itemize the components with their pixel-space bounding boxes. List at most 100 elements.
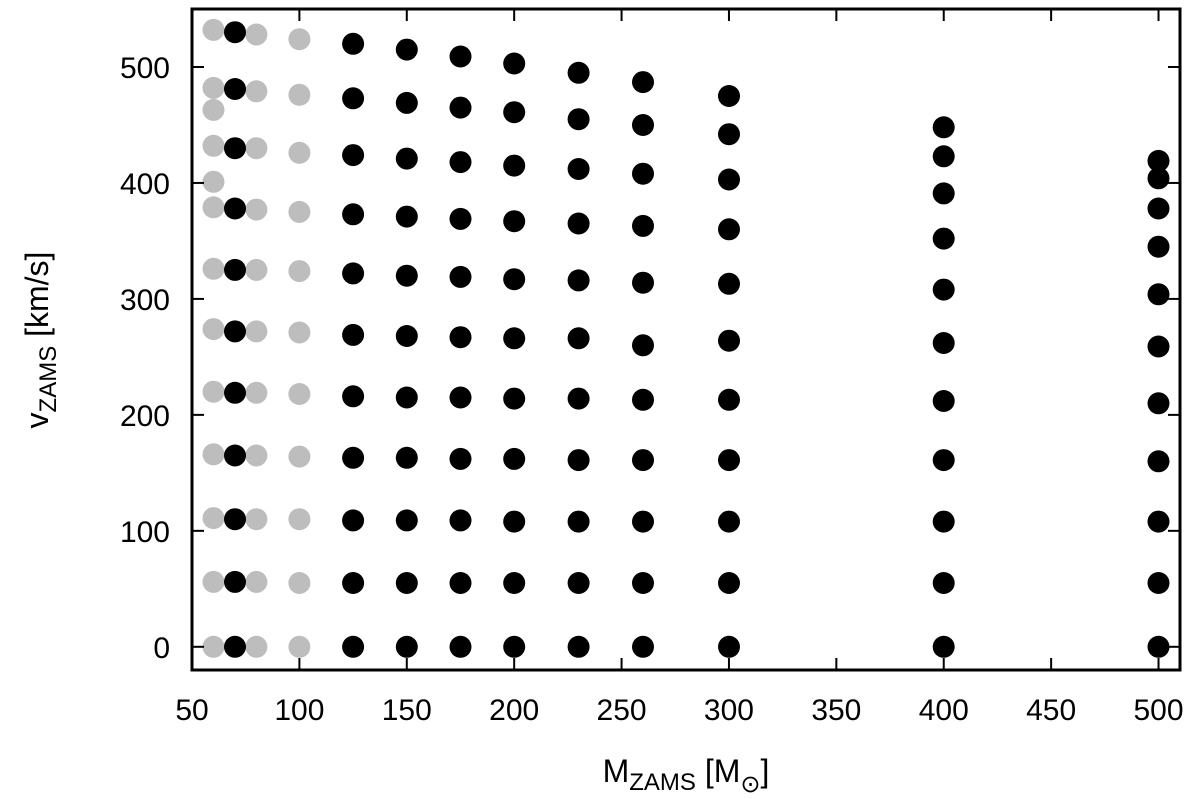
gray-data-point bbox=[245, 80, 268, 103]
black-data-point bbox=[632, 572, 654, 594]
black-data-point bbox=[395, 91, 418, 114]
black-data-point bbox=[224, 197, 246, 220]
x-tick-label: 450 bbox=[1026, 694, 1076, 727]
black-data-point bbox=[567, 212, 590, 235]
black-data-point bbox=[567, 158, 590, 180]
black-data-point bbox=[449, 326, 472, 349]
black-data-point bbox=[718, 572, 740, 594]
black-data-point bbox=[449, 151, 472, 174]
plot-frame bbox=[190, 7, 1182, 672]
black-data-point bbox=[224, 570, 246, 593]
black-data-point bbox=[632, 510, 654, 533]
black-data-point bbox=[567, 572, 590, 594]
x-tick-label: 300 bbox=[704, 694, 754, 727]
black-data-point bbox=[342, 144, 365, 167]
black-data-point bbox=[718, 329, 740, 352]
black-data-point bbox=[718, 272, 740, 295]
y-tick-label: 400 bbox=[120, 168, 170, 201]
black-data-point bbox=[932, 182, 955, 205]
black-data-point bbox=[342, 509, 365, 532]
black-data-point bbox=[224, 635, 246, 658]
black-data-point bbox=[395, 386, 418, 409]
black-data-point bbox=[1147, 392, 1170, 415]
gray-data-point bbox=[245, 198, 268, 221]
black-data-point bbox=[1147, 149, 1170, 172]
black-data-point bbox=[1147, 167, 1170, 190]
black-data-point bbox=[342, 32, 365, 55]
black-data-point bbox=[632, 449, 654, 472]
black-data-point bbox=[932, 510, 955, 533]
gray-data-point bbox=[288, 28, 311, 51]
black-data-point bbox=[932, 449, 955, 472]
black-data-point bbox=[718, 123, 740, 146]
black-data-point bbox=[567, 510, 590, 533]
black-data-point bbox=[503, 447, 526, 470]
black-data-point bbox=[395, 205, 418, 228]
y-tick-label: 500 bbox=[120, 52, 170, 85]
black-data-point bbox=[932, 572, 955, 594]
black-data-point bbox=[632, 635, 654, 658]
black-data-point bbox=[395, 325, 418, 347]
black-data-point bbox=[395, 635, 418, 658]
gray-data-point bbox=[245, 381, 268, 404]
gray-data-point bbox=[202, 98, 225, 121]
gray-data-point bbox=[202, 170, 225, 193]
black-data-point bbox=[718, 449, 740, 472]
black-data-point bbox=[449, 265, 472, 288]
black-data-point bbox=[395, 572, 418, 594]
gray-data-point bbox=[245, 508, 268, 531]
gray-data-point bbox=[202, 257, 225, 280]
black-data-point bbox=[449, 386, 472, 409]
black-data-point bbox=[395, 446, 418, 469]
gray-data-point bbox=[245, 320, 268, 343]
x-tick-label: 400 bbox=[919, 694, 969, 727]
y-tick-label: 200 bbox=[120, 400, 170, 433]
black-data-point bbox=[567, 61, 590, 84]
black-data-point bbox=[224, 508, 246, 531]
black-data-point bbox=[503, 101, 526, 124]
black-data-point bbox=[224, 78, 246, 100]
black-data-point bbox=[449, 635, 472, 658]
black-data-point bbox=[1147, 335, 1170, 358]
black-data-point bbox=[718, 635, 740, 658]
black-data-point bbox=[224, 21, 246, 44]
black-data-point bbox=[224, 444, 246, 467]
black-data-point bbox=[932, 227, 955, 250]
black-data-point bbox=[503, 268, 526, 291]
black-data-point bbox=[224, 137, 246, 160]
gray-data-point bbox=[245, 444, 268, 467]
black-data-point bbox=[449, 572, 472, 594]
black-data-point bbox=[503, 154, 526, 177]
black-data-point bbox=[503, 52, 526, 75]
x-tick-label: 500 bbox=[1133, 694, 1183, 727]
black-data-point bbox=[718, 168, 740, 191]
gray-data-point bbox=[202, 134, 225, 157]
black-data-point bbox=[503, 510, 526, 533]
black-data-point bbox=[718, 85, 740, 107]
black-data-point bbox=[449, 447, 472, 470]
black-data-point bbox=[342, 385, 365, 408]
gray-data-point bbox=[288, 508, 311, 531]
x-tick-label: 100 bbox=[274, 694, 324, 727]
gray-data-point bbox=[288, 383, 311, 405]
x-tick-label: 50 bbox=[175, 694, 208, 727]
black-data-point bbox=[1147, 635, 1170, 658]
gray-data-point bbox=[202, 318, 225, 341]
gray-data-point bbox=[245, 137, 268, 160]
black-data-point bbox=[342, 203, 365, 226]
x-tick-label: 150 bbox=[382, 694, 432, 727]
gray-data-point bbox=[245, 258, 268, 281]
gray-data-point bbox=[202, 570, 225, 593]
black-data-point bbox=[342, 572, 365, 594]
black-data-point bbox=[503, 210, 526, 233]
y-axis-label: vZAMS [km/s] bbox=[19, 252, 62, 429]
black-data-point bbox=[395, 38, 418, 61]
black-data-point bbox=[1147, 197, 1170, 220]
black-data-point bbox=[632, 162, 654, 185]
gray-data-point bbox=[202, 380, 225, 403]
gray-data-point bbox=[288, 141, 311, 164]
gray-data-point bbox=[288, 635, 311, 658]
black-data-point bbox=[632, 271, 654, 294]
y-tick-label: 0 bbox=[153, 632, 170, 665]
y-tick-label: 100 bbox=[120, 516, 170, 549]
